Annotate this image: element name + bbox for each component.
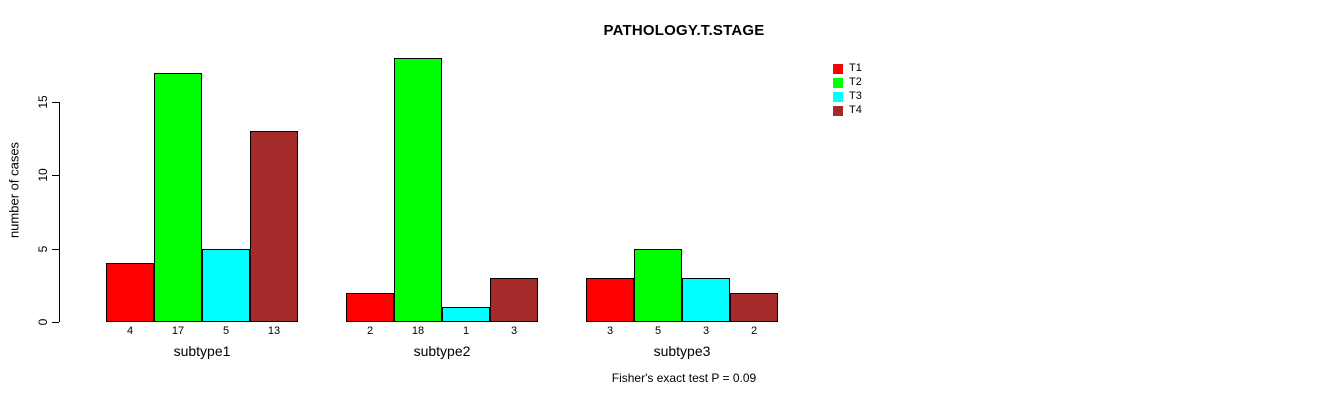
legend-swatch-t2	[833, 77, 843, 88]
legend-label-t2: T2	[849, 76, 862, 88]
y-axis-tick-label: 10	[36, 168, 50, 183]
bar-value-label: 17	[171, 325, 185, 337]
y-axis-tick	[52, 175, 59, 177]
bar-value-label: 3	[702, 325, 710, 337]
y-axis-line	[59, 102, 60, 322]
category-label-subtype1: subtype1	[173, 343, 231, 359]
bar-t4-subtype2	[490, 278, 538, 322]
y-axis-tick-label: 5	[36, 245, 50, 252]
y-axis-tick	[52, 322, 59, 323]
legend-swatch-t4	[833, 105, 843, 116]
y-axis-tick	[52, 248, 59, 250]
legend: T1 T2 T3 T4	[833, 62, 862, 118]
legend-swatch-t3	[833, 91, 843, 102]
bar-t1-subtype1	[106, 263, 154, 322]
bar-t4-subtype3	[730, 292, 778, 322]
bar-value-label: 3	[606, 325, 614, 337]
y-axis-tick-label: 0	[36, 318, 50, 326]
legend-row-t2: T2	[833, 76, 862, 89]
legend-swatch-t1	[833, 63, 843, 74]
legend-row-t3: T3	[833, 90, 862, 103]
legend-label-t3: T3	[849, 90, 862, 102]
chart-title: PATHOLOGY.T.STAGE	[603, 22, 765, 39]
category-label-subtype2: subtype2	[413, 343, 471, 359]
bar-value-label: 2	[750, 325, 758, 337]
bar-t3-subtype2	[442, 307, 490, 322]
bar-value-label: 13	[267, 325, 281, 337]
bar-t3-subtype3	[682, 278, 730, 322]
bar-value-label: 5	[654, 325, 662, 337]
y-axis-tick-label: 15	[36, 95, 50, 109]
bar-value-label: 5	[222, 325, 230, 337]
bar-t2-subtype1	[154, 72, 202, 322]
bar-value-label: 1	[462, 325, 470, 337]
bar-t1-subtype3	[586, 278, 634, 322]
bar-value-label: 18	[411, 325, 425, 337]
y-axis-tick	[52, 102, 59, 103]
bar-t2-subtype2	[394, 58, 442, 322]
bar-value-label: 2	[366, 325, 374, 337]
legend-label-t4: T4	[849, 104, 862, 116]
bar-value-label: 4	[126, 325, 134, 337]
bar-t2-subtype3	[634, 248, 682, 322]
legend-row-t4: T4	[833, 104, 862, 117]
bar-t3-subtype1	[202, 248, 250, 322]
bar-value-label: 3	[510, 325, 518, 337]
y-axis-label: number of cases	[6, 141, 22, 239]
category-label-subtype3: subtype3	[653, 343, 711, 359]
legend-row-t1: T1	[833, 62, 862, 75]
stats-footnote: Fisher's exact test P = 0.09	[611, 371, 757, 385]
legend-label-t1: T1	[849, 62, 862, 74]
bar-t1-subtype2	[346, 292, 394, 322]
bar-t4-subtype1	[250, 131, 298, 322]
